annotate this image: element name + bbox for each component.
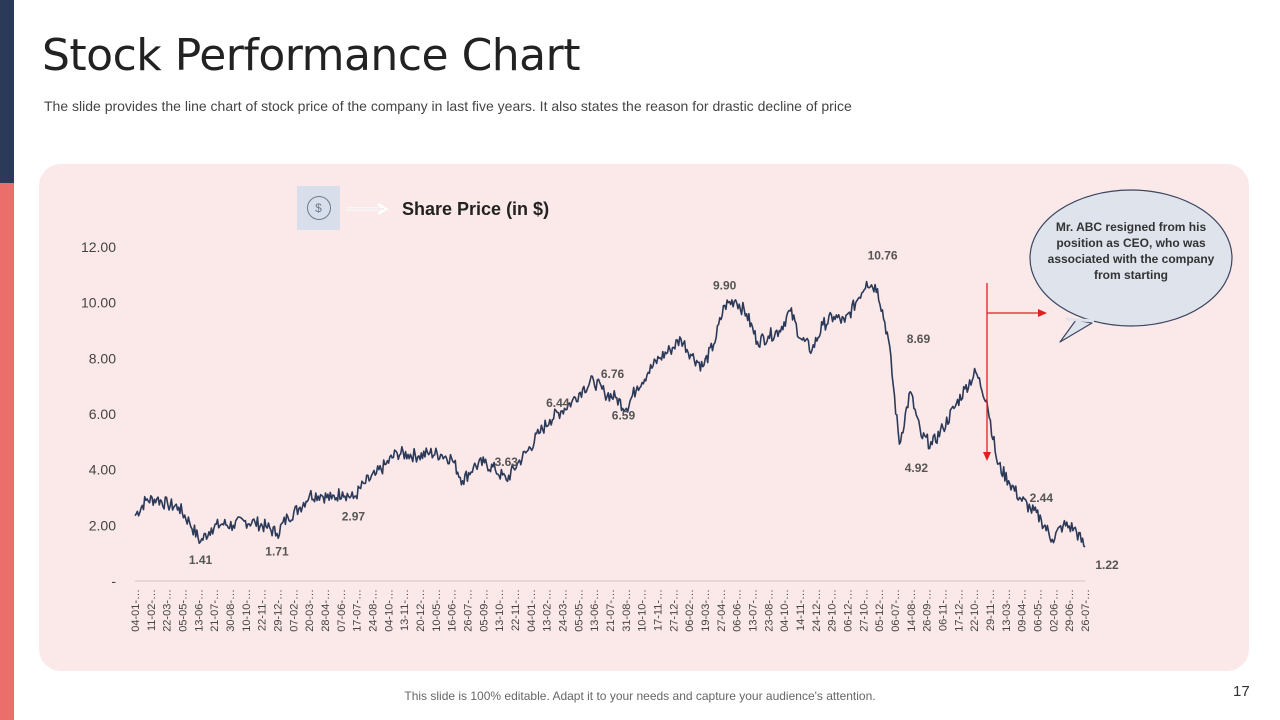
x-tick-label: 07-02-…	[288, 589, 300, 632]
slide-subtitle: The slide provides the line chart of sto…	[44, 98, 852, 114]
data-label: 3.63	[495, 455, 519, 469]
x-tick-label: 14-11-…	[795, 589, 807, 631]
y-tick-label: 8.00	[89, 350, 116, 366]
y-tick-label: -	[111, 573, 116, 589]
data-label: 6.44	[546, 396, 570, 410]
x-tick-label: 04-10-…	[383, 589, 395, 632]
slide-title: Stock Performance Chart	[42, 30, 580, 81]
callout-text: Mr. ABC resigned from his position as CE…	[1047, 220, 1215, 282]
x-tick-label: 29-06-…	[1064, 589, 1076, 632]
x-tick-label: 17-12-…	[953, 589, 965, 632]
data-label: 8.69	[907, 332, 931, 346]
x-tick-label: 31-08-…	[621, 589, 633, 632]
x-tick-label: 14-08-…	[906, 589, 918, 632]
x-tick-label: 07-06-…	[336, 589, 348, 632]
callout-tail	[1059, 319, 1093, 343]
x-tick-label: 10-10-…	[241, 589, 253, 632]
x-tick-label: 21-07-…	[605, 589, 617, 632]
x-tick-label: 10-05-…	[431, 589, 443, 632]
x-tick-label: 26-07-…	[463, 589, 475, 632]
data-label: 1.41	[189, 553, 213, 567]
x-tick-label: 13-10-…	[494, 589, 506, 632]
x-tick-label: 20-03-…	[304, 589, 316, 632]
x-tick-label: 17-07-…	[352, 589, 364, 632]
data-label: 2.97	[342, 509, 366, 523]
y-tick-label: 10.00	[81, 295, 116, 311]
legend-arrow-icon	[346, 202, 389, 216]
x-tick-label: 22-11-…	[510, 589, 522, 631]
x-tick-label: 29-12-…	[273, 589, 285, 632]
x-tick-label: 17-11-…	[653, 589, 665, 631]
x-tick-label: 27-12-…	[668, 589, 680, 632]
x-tick-label: 24-03-…	[558, 589, 570, 632]
callout-join	[1065, 317, 1095, 323]
x-tick-label: 09-04-…	[1017, 589, 1029, 632]
y-tick-label: 4.00	[89, 462, 116, 478]
x-tick-label: 19-03-…	[700, 589, 712, 632]
data-label: 9.90	[713, 278, 737, 292]
data-label: 2.44	[1030, 491, 1054, 505]
y-tick-label: 6.00	[89, 406, 116, 422]
x-tick-label: 16-06-…	[447, 589, 459, 632]
x-tick-label: 06-06-…	[732, 589, 744, 632]
x-tick-label: 06-07-…	[890, 589, 902, 632]
data-label: 1.71	[265, 544, 289, 558]
x-tick-label: 13-02-…	[542, 589, 554, 632]
x-tick-label: 13-03-…	[1001, 589, 1013, 632]
y-tick-label: 12.00	[81, 239, 116, 255]
x-tick-label: 13-11-…	[399, 589, 411, 631]
x-tick-label: 24-08-…	[368, 589, 380, 632]
footer-note: This slide is 100% editable. Adapt it to…	[404, 689, 876, 703]
x-tick-label: 04-01-…	[526, 589, 538, 632]
callout-bubble	[1029, 189, 1233, 327]
data-label: 6.76	[601, 367, 625, 381]
x-tick-label: 29-10-…	[827, 589, 839, 632]
x-tick-label: 11-02-…	[146, 589, 158, 631]
x-tick-label: 10-10-…	[637, 589, 649, 632]
x-tick-label: 22-03-…	[162, 589, 174, 632]
y-tick-label: 2.00	[89, 517, 116, 533]
x-tick-label: 02-06-…	[1048, 589, 1060, 632]
x-tick-label: 26-07-…	[1080, 589, 1092, 632]
x-tick-label: 05-05-…	[573, 589, 585, 632]
x-tick-label: 23-08-…	[763, 589, 775, 632]
x-tick-label: 05-12-…	[874, 589, 886, 632]
share-price-line	[134, 280, 1086, 548]
x-tick-label: 22-10-…	[969, 589, 981, 632]
x-tick-label: 13-06-…	[589, 589, 601, 632]
data-label: 6.59	[612, 409, 636, 423]
x-tick-label: 24-12-…	[811, 589, 823, 632]
page-number: 17	[1233, 683, 1250, 700]
x-tick-label: 27-10-…	[858, 589, 870, 632]
decline-arrow-head-icon	[983, 452, 991, 461]
x-tick-label: 27-04-…	[716, 589, 728, 632]
x-tick-label: 06-05-…	[1033, 589, 1045, 632]
x-tick-label: 29-11-…	[985, 589, 997, 631]
x-tick-label: 05-09-…	[478, 589, 490, 632]
x-tick-label: 26-09-…	[922, 589, 934, 632]
data-label: 4.92	[905, 461, 929, 475]
x-tick-label: 21-07-…	[209, 589, 221, 632]
sidebar-accent-coral	[0, 183, 14, 720]
x-tick-label: 04-10-…	[779, 589, 791, 632]
dollar-coin-icon: $	[297, 186, 340, 230]
sidebar-accent-dark	[0, 0, 14, 183]
x-tick-label: 20-12-…	[415, 589, 427, 632]
x-tick-label: 28-04-…	[320, 589, 332, 632]
x-tick-label: 06-02-…	[684, 589, 696, 632]
x-tick-label: 06-12-…	[843, 589, 855, 632]
x-tick-label: 22-11-…	[257, 589, 269, 631]
data-label: 1.22	[1095, 558, 1119, 572]
callout-arrow-head-icon	[1038, 309, 1047, 317]
x-tick-label: 13-06-…	[193, 589, 205, 632]
x-tick-label: 06-11-…	[938, 589, 950, 631]
x-tick-label: 13-07-…	[748, 589, 760, 632]
legend-label: Share Price (in $)	[402, 199, 550, 219]
x-tick-label: 30-08-…	[225, 589, 237, 632]
x-tick-label: 05-05-…	[178, 589, 190, 632]
data-label: 10.76	[868, 249, 898, 263]
x-tick-label: 04-01-…	[130, 589, 142, 632]
